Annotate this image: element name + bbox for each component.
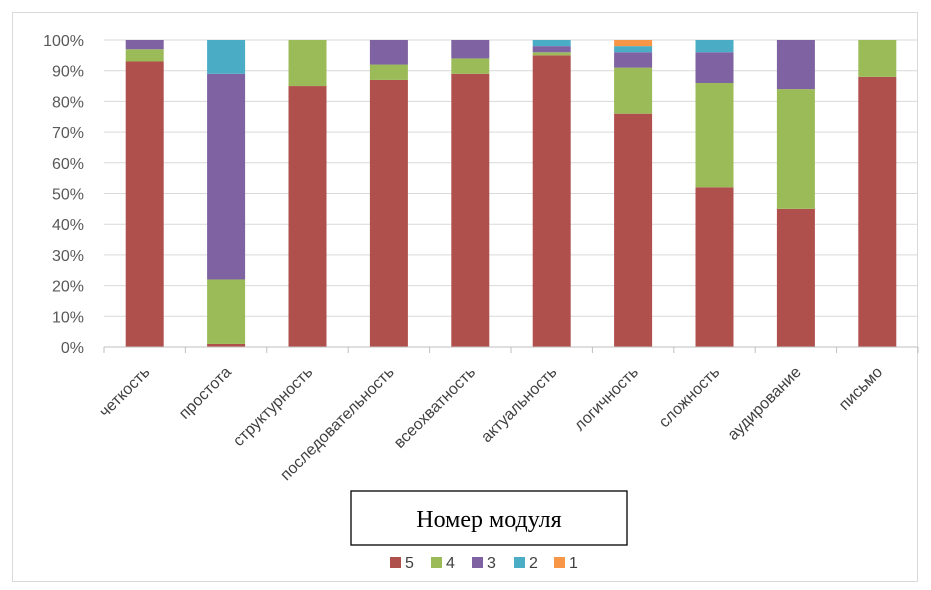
legend-label-5: 5 (405, 555, 414, 572)
bar-segment-аудирование-4 (776, 89, 815, 209)
y-tick-label: 0% (61, 340, 84, 357)
bar-segment-сложность-4 (695, 82, 734, 188)
bar-segment-структурность-4 (288, 40, 327, 87)
chart-title-box: Номер модуля (350, 490, 628, 546)
bar-segment-логичность-5 (614, 113, 653, 348)
x-category-label: актуальность (478, 364, 560, 446)
y-tick-label: 40% (52, 217, 84, 234)
bar-segment-всеохватность-3 (451, 40, 490, 59)
bar-segment-аудирование-3 (776, 40, 815, 90)
bars (125, 40, 897, 348)
bar-segment-письмо-4 (858, 40, 897, 77)
bar-segment-простота-4 (207, 279, 246, 344)
y-tick-label: 60% (52, 156, 84, 173)
chart-title: Номер модуля (416, 507, 561, 533)
bar-segment-актуальность-4 (532, 52, 571, 56)
bar-segment-аудирование-5 (776, 208, 815, 347)
bar-segment-четкость-4 (125, 49, 164, 62)
y-tick-label: 80% (52, 94, 84, 111)
bar-segment-логичность-2 (614, 46, 653, 53)
bar-segment-актуальность-5 (532, 55, 571, 347)
legend-label-4: 4 (446, 555, 455, 572)
bar-segment-сложность-2 (695, 40, 734, 53)
bar-segment-простота-2 (207, 40, 246, 74)
bar-segment-простота-3 (207, 73, 246, 280)
bar-segment-сложность-5 (695, 187, 734, 347)
y-tick-label: 70% (52, 125, 84, 142)
bar-segment-последовательность-4 (369, 64, 408, 80)
x-category-label: простота (176, 364, 235, 423)
legend: 5 4 3 2 1 (390, 555, 578, 572)
y-tick-label: 20% (52, 279, 84, 296)
legend-swatch-3 (472, 557, 483, 568)
legend-label-2: 2 (529, 555, 538, 572)
bar-segment-всеохватность-5 (451, 73, 490, 348)
x-axis-category-labels: четкость простотаструктурностьпоследовате… (96, 364, 886, 484)
x-category-label: письмо (836, 364, 886, 414)
bar-segment-последовательность-3 (369, 40, 408, 65)
x-category-label: структурность (230, 364, 316, 450)
x-category-label: четкость (96, 364, 153, 421)
bar-segment-последовательность-5 (369, 79, 408, 347)
y-tick-label: 90% (52, 64, 84, 81)
legend-label-3: 3 (487, 555, 496, 572)
bar-segment-логичность-1 (614, 40, 653, 47)
bar-segment-логичность-4 (614, 67, 653, 114)
legend-swatch-4 (431, 557, 442, 568)
y-tick-label: 10% (52, 309, 84, 326)
x-category-label: логичность (571, 364, 642, 435)
bar-segment-актуальность-2 (532, 40, 571, 47)
bar-segment-письмо-5 (858, 76, 897, 347)
x-axis (103, 346, 919, 353)
x-category-label: аудирование (725, 364, 805, 444)
legend-label-1: 1 (569, 555, 578, 572)
bar-segment-сложность-3 (695, 52, 734, 83)
bar-segment-четкость-3 (125, 40, 164, 50)
bar-segment-всеохватность-4 (451, 58, 490, 74)
x-category-label: сложность (656, 364, 723, 431)
x-category-label: всеохватность (391, 364, 479, 452)
y-tick-label: 100% (43, 33, 84, 50)
bar-segment-актуальность-3 (532, 46, 571, 53)
legend-swatch-2 (514, 557, 525, 568)
legend-swatch-1 (554, 557, 565, 568)
bar-segment-структурность-5 (288, 86, 327, 348)
y-axis-tick-labels: 0% 10% 20% 30% 40% 50% 60% 70% 80% 90% 100% (43, 33, 84, 357)
y-tick-label: 30% (52, 248, 84, 265)
bar-segment-простота-5 (207, 343, 246, 347)
bar-segment-логичность-3 (614, 52, 653, 68)
chart-title-frame (350, 490, 628, 546)
bar-segment-четкость-5 (125, 61, 164, 348)
legend-swatch-5 (390, 557, 401, 568)
y-tick-label: 50% (52, 187, 84, 204)
